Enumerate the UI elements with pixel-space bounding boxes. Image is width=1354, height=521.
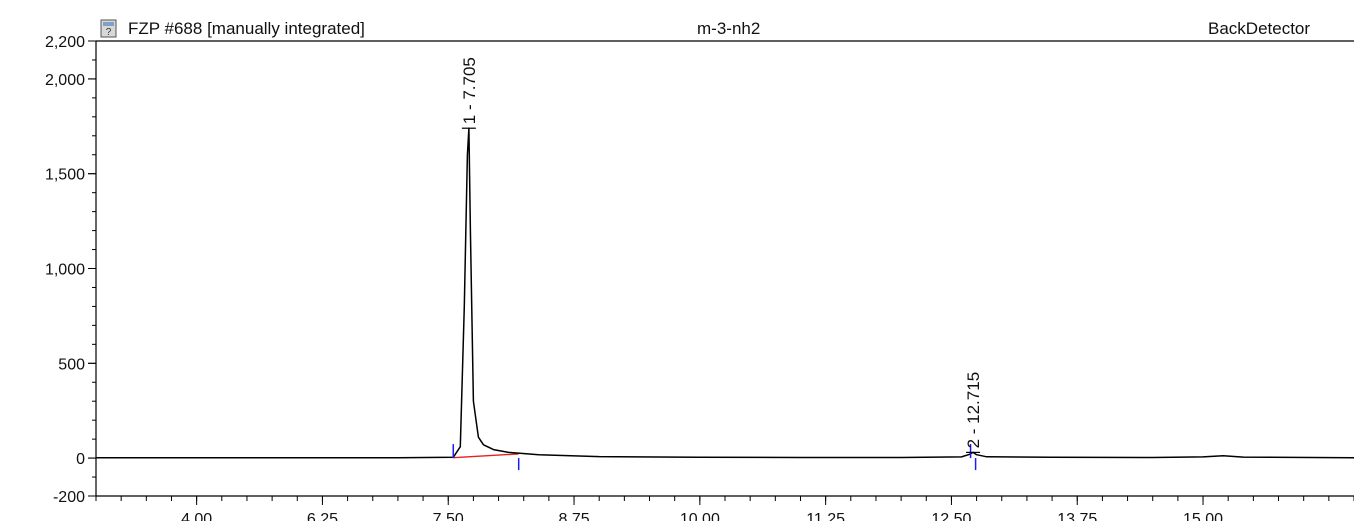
x-tick-label: 15.00 (1183, 511, 1223, 521)
svg-text:?: ? (106, 27, 112, 38)
chromatogram-title: FZP #688 [manually integrated] (128, 19, 365, 38)
x-tick-label: 12.50 (931, 511, 971, 521)
x-tick-label: 11.25 (806, 511, 845, 521)
y-tick-label: 1,500 (45, 167, 85, 184)
y-tick-label: 500 (58, 356, 85, 373)
x-tick-label: 6.25 (307, 511, 338, 521)
y-tick-label: 2,200 (45, 34, 85, 51)
peak-label: 2 - 12.715 (964, 372, 983, 449)
file-icon: ? (100, 19, 117, 38)
sample-name: m-3-nh2 (697, 19, 761, 38)
chromatogram-trace (96, 127, 1354, 459)
x-tick-label: 10.00 (680, 511, 720, 521)
x-tick-label: 8.75 (558, 511, 589, 521)
detector-name: BackDetector (1208, 19, 1311, 38)
y-tick-label: 1,000 (45, 262, 85, 279)
x-tick-label: 7.50 (433, 511, 464, 521)
peak-label: 1 - 7.705 (460, 57, 479, 124)
x-tick-label: 4.00 (181, 511, 212, 521)
y-tick-label: 2,000 (45, 72, 85, 89)
y-tick-label: 0 (76, 451, 85, 468)
x-tick-label: 13.75 (1057, 511, 1097, 521)
integration-baseline (453, 453, 519, 459)
y-tick-label: -200 (53, 489, 85, 506)
